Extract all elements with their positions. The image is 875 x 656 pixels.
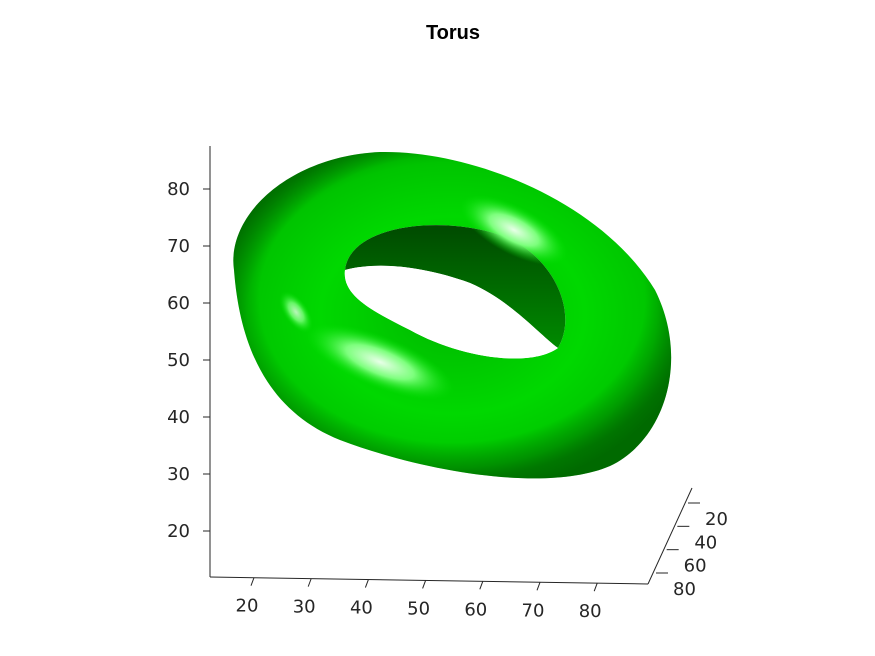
z-ticks: 20 30 40 50 60 70 80 xyxy=(167,179,210,542)
x-tick-label: 30 xyxy=(293,597,316,618)
x-axis-line xyxy=(209,576,649,585)
z-tick-label: 20 xyxy=(167,521,190,542)
x-tick-label: 40 xyxy=(350,598,373,619)
specular-highlight-upper xyxy=(459,194,569,266)
z-tick-label: 60 xyxy=(167,293,190,314)
y-axis-line xyxy=(647,487,693,585)
x-tick-mark xyxy=(479,581,484,590)
x-tick-label: 70 xyxy=(522,600,545,621)
x-tick-label: 20 xyxy=(236,596,259,617)
x-tick-label: 50 xyxy=(407,598,430,619)
z-tick-label: 50 xyxy=(167,350,190,371)
x-tick-mark xyxy=(307,578,312,587)
y-tick-label: 20 xyxy=(705,509,728,530)
y-tick-label: 40 xyxy=(694,532,717,553)
y-tick-label: 60 xyxy=(684,556,707,577)
z-tick-label: 30 xyxy=(167,464,190,485)
z-tick-label: 80 xyxy=(167,179,190,200)
chart-title: Torus xyxy=(426,22,480,44)
x-tick-mark xyxy=(422,580,427,589)
specular-highlight-lower xyxy=(305,323,455,401)
y-tick-label: 80 xyxy=(673,579,696,600)
x-ticks: 20 30 40 50 60 70 80 xyxy=(236,577,602,622)
z-tick-label: 70 xyxy=(167,236,190,257)
z-tick-label: 40 xyxy=(167,407,190,428)
x-tick-label: 60 xyxy=(464,599,487,620)
torus-surface xyxy=(233,151,672,479)
axes xyxy=(209,146,693,585)
x-tick-mark xyxy=(364,579,369,588)
x-tick-label: 80 xyxy=(579,601,602,622)
x-tick-mark xyxy=(536,582,541,591)
x-tick-mark xyxy=(593,583,598,592)
x-tick-mark xyxy=(250,577,255,586)
